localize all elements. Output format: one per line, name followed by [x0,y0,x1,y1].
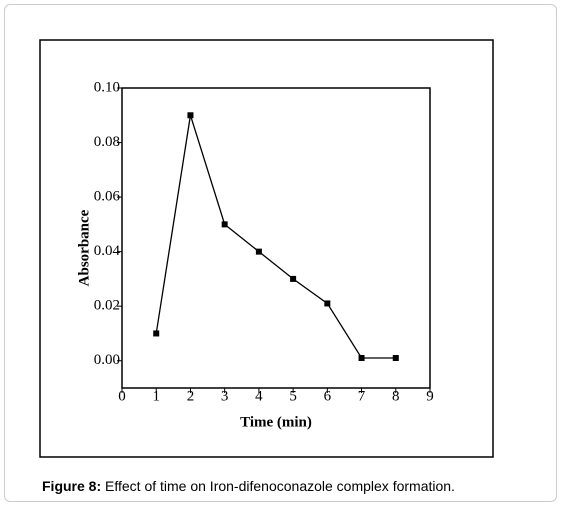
x-axis-label: Time (min) [240,414,312,430]
caption: Figure 8: Effect of time on Iron-difenoc… [42,478,455,494]
data-point [358,355,365,361]
x-tick-label: 9 [426,388,434,404]
y-tick-label: 0.08 [94,134,120,150]
x-tick-label: 7 [358,388,366,404]
y-tick-label: 0.10 [94,79,120,95]
y-tick-label: 0.06 [94,189,121,205]
x-tick-label: 6 [324,388,332,404]
x-tick-label: 4 [255,388,263,404]
data-point [324,300,331,307]
x-tick-label: 3 [221,388,229,404]
x-tick-label: 8 [392,388,400,404]
figure-box [39,39,494,458]
data-point [153,330,160,337]
x-tick-label: 2 [187,388,195,404]
data-point [255,248,262,255]
data-point [187,112,194,119]
figure-frame [4,4,557,502]
y-tick-label: 0.00 [94,352,120,368]
y-tick-label: 0.02 [94,298,120,314]
y-axis-label: Absorbance [76,209,92,286]
x-tick-label: 1 [152,388,160,404]
plot-area [121,87,431,389]
data-point [290,275,297,282]
x-tick-label: 5 [289,388,297,404]
y-tick-label: 0.04 [94,243,121,259]
caption-label: Figure 8: [42,478,102,494]
data-point [392,355,399,361]
data-point [221,221,228,228]
chart: Time (min) Absorbance 0.00 0.02 0.04 0.06 0.… [39,39,494,458]
x-tick-label: 0 [118,388,126,404]
series-line [155,115,396,359]
caption-text: Effect of time on Iron-difenoconazole co… [105,478,455,494]
